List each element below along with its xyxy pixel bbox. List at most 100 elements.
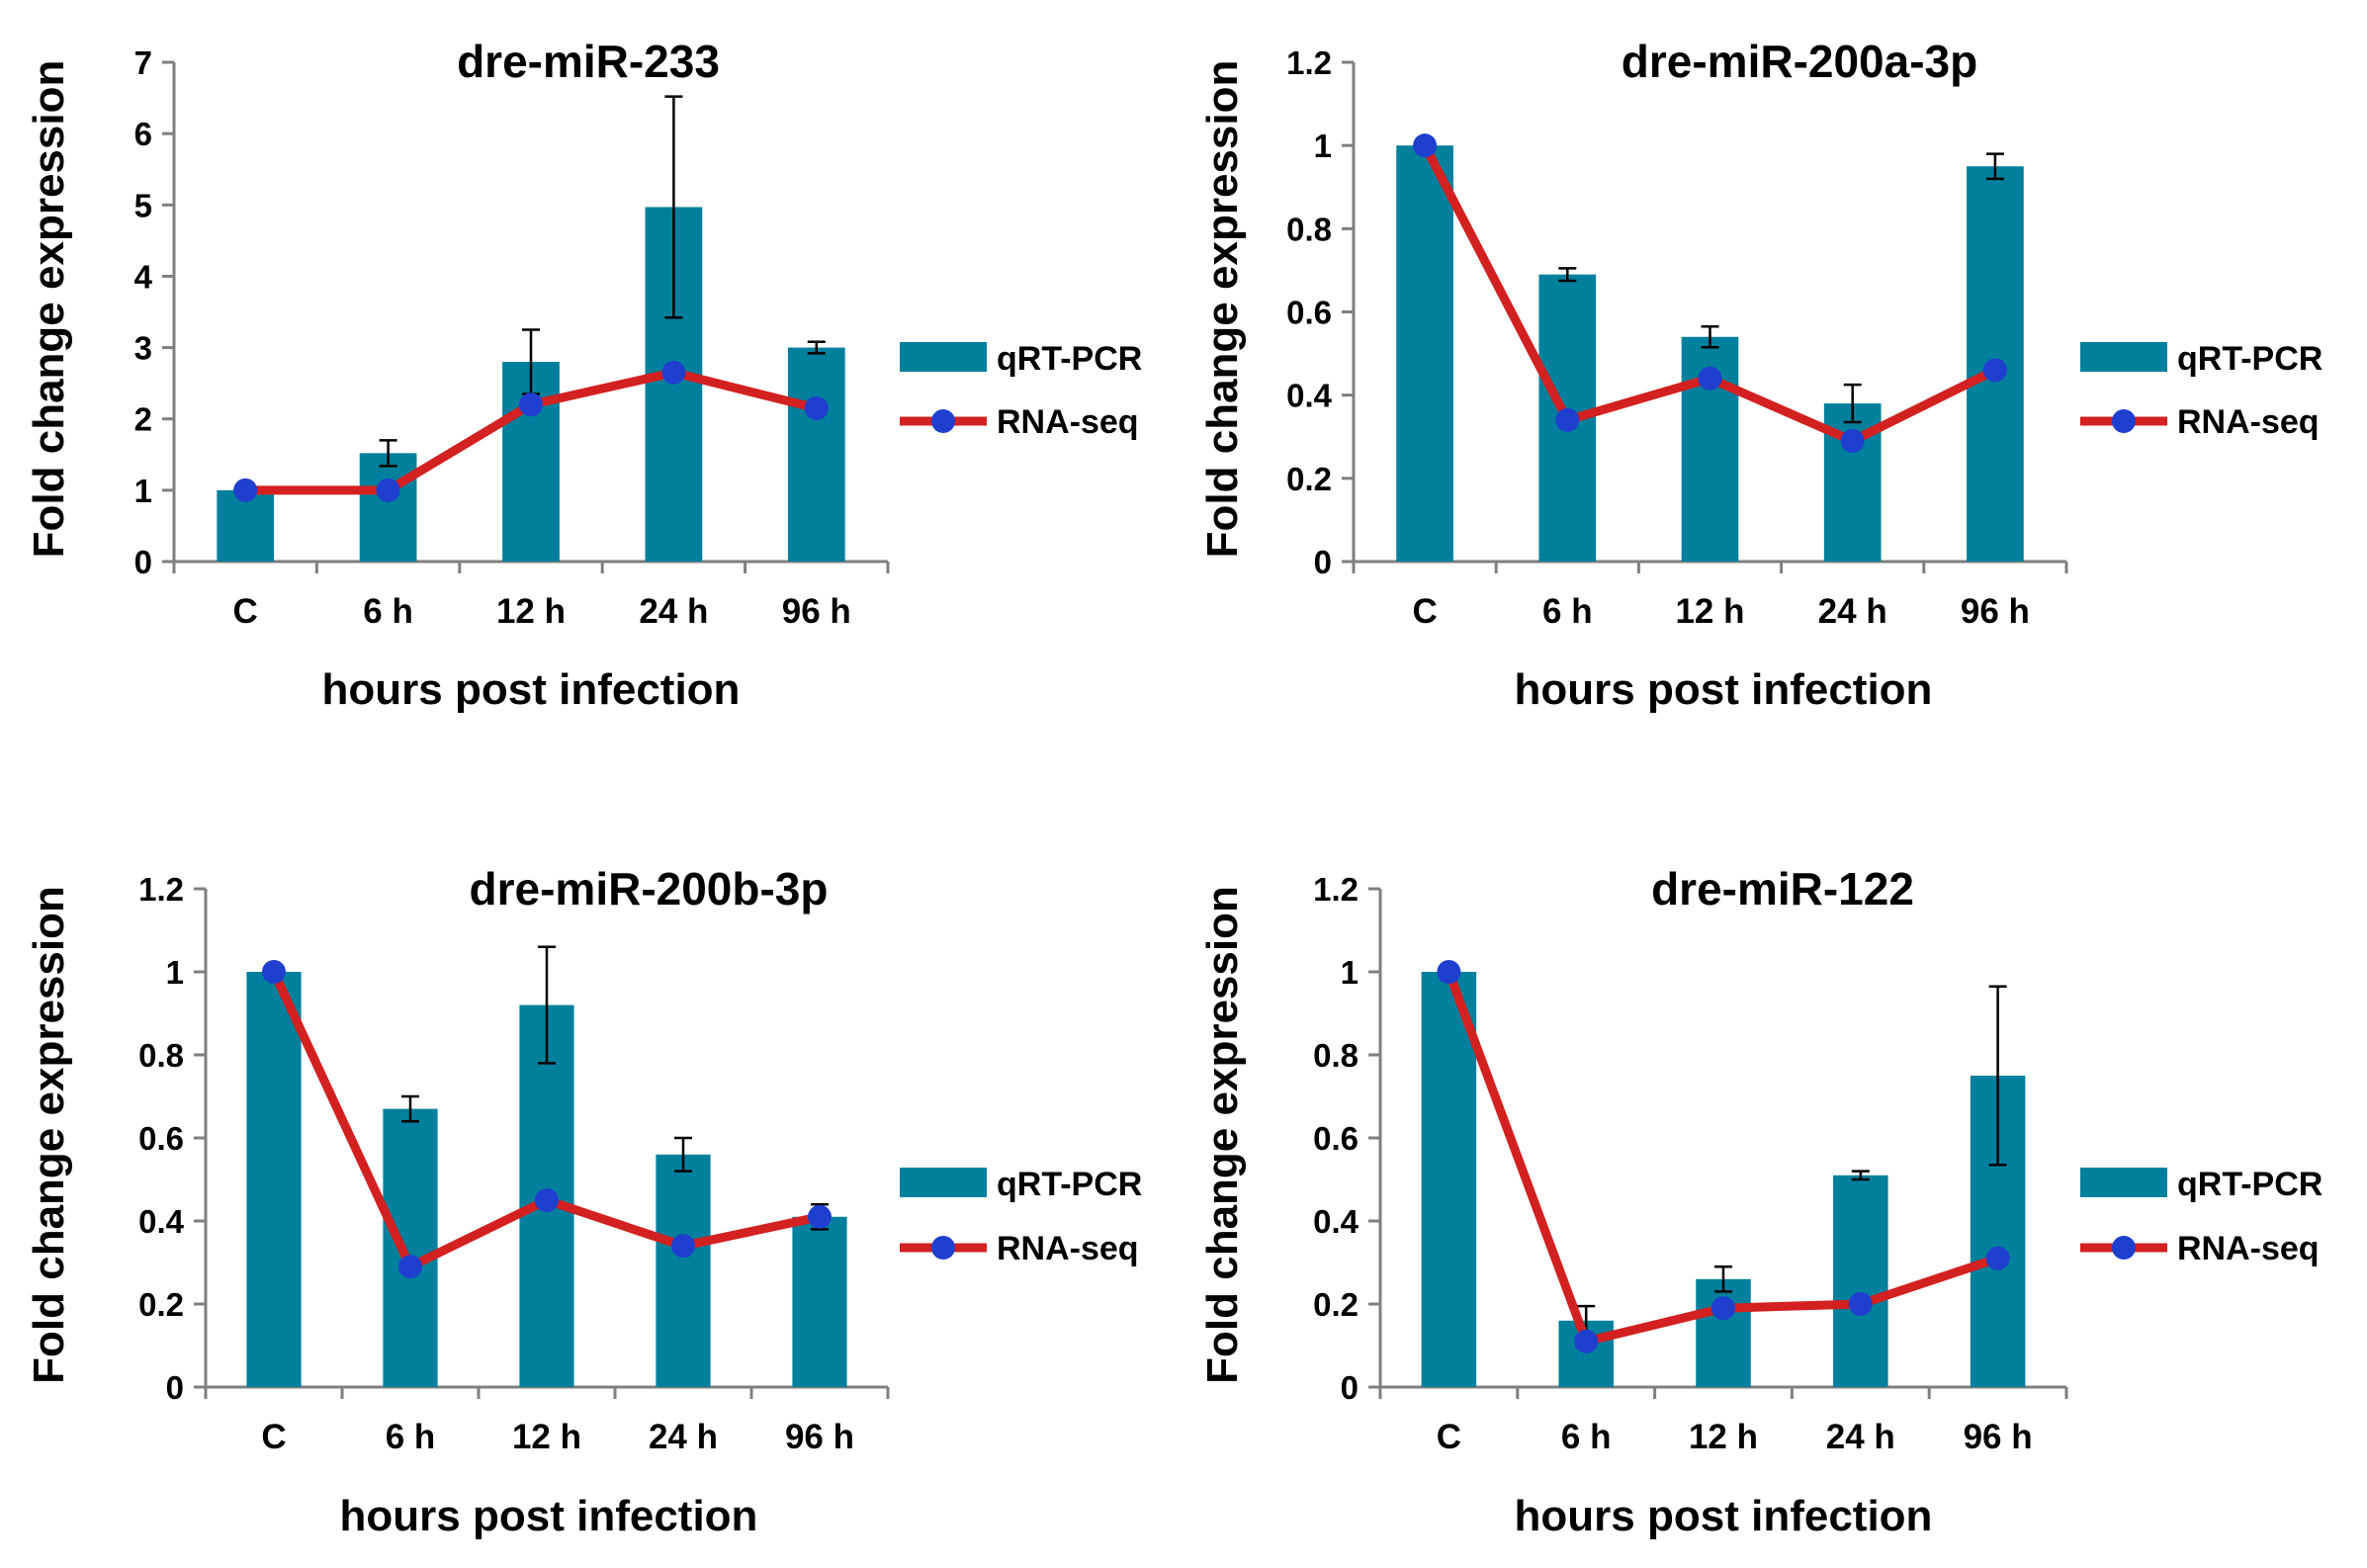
x-category-label: C <box>233 592 258 631</box>
line-point <box>1413 133 1438 158</box>
y-tick-label: 1.2 <box>1313 871 1359 908</box>
x-category-label: 12 h <box>496 592 566 631</box>
x-axis-title: hours post infection <box>1515 665 1933 714</box>
line-point <box>398 1255 422 1279</box>
line-point <box>1555 407 1580 432</box>
y-tick-label: 0.4 <box>1313 1203 1359 1240</box>
y-tick-label: 1.2 <box>1286 44 1332 81</box>
legend-marker <box>2112 409 2136 433</box>
line-point <box>1574 1329 1599 1353</box>
y-tick-label: 5 <box>134 187 152 223</box>
x-category-label: C <box>1412 592 1437 631</box>
line-point <box>1985 1246 2010 1270</box>
legend-marker <box>2112 1236 2136 1260</box>
legend: qRT-PCR RNA-seq <box>900 1166 1142 1267</box>
x-category-label: 96 h <box>1961 592 2030 631</box>
y-tick-label: 0.6 <box>138 1120 184 1157</box>
legend-swatch-bar <box>2080 342 2167 372</box>
y-axis-title: Fold change expression <box>1198 60 1247 559</box>
legend: qRT-PCR RNA-seq <box>2080 340 2323 441</box>
line-point <box>1711 1296 1735 1321</box>
legend-label-qrt-pcr: qRT-PCR <box>997 340 1142 378</box>
y-tick-label: 0.6 <box>1313 1120 1359 1157</box>
line-point <box>661 360 686 385</box>
chart-title: dre-miR-200b-3p <box>470 863 829 915</box>
y-tick-label: 3 <box>134 330 152 367</box>
x-category-label: 6 h <box>1561 1418 1612 1456</box>
x-category-label: 6 h <box>386 1418 436 1456</box>
y-tick-label: 0.2 <box>138 1286 184 1323</box>
y-axis-title: Fold change expression <box>1198 886 1247 1384</box>
x-axis-title: hours post infection <box>340 1492 758 1540</box>
bar <box>1833 1175 1888 1387</box>
x-category-label: C <box>261 1418 286 1456</box>
legend-label-qrt-pcr: qRT-PCR <box>2177 1166 2323 1203</box>
x-category-label: 12 h <box>1689 1418 1758 1456</box>
bar <box>383 1108 438 1387</box>
bar <box>359 453 417 562</box>
x-category-label: 24 h <box>1818 592 1887 631</box>
line-point <box>671 1234 695 1259</box>
y-tick-label: 1 <box>134 473 152 509</box>
chart-panel: 0 0.2 0.4 0.6 0.8 1 1.2 C 6 h 12 h 24 h 96 h dre-miR… <box>1198 36 2323 714</box>
y-axis-title: Fold change expression <box>25 60 73 559</box>
line-point <box>519 392 543 417</box>
line-point <box>804 395 829 420</box>
chart-title: dre-miR-200a-3p <box>1622 36 1977 87</box>
y-tick-label: 6 <box>134 116 152 152</box>
legend-label-rna-seq: RNA-seq <box>2177 1230 2320 1267</box>
x-category-label: 24 h <box>1826 1418 1895 1456</box>
line-point <box>1698 366 1722 391</box>
chart-title: dre-miR-233 <box>457 36 720 87</box>
y-tick-label: 0 <box>1341 1369 1359 1406</box>
legend-swatch-bar <box>900 342 987 372</box>
bar <box>1396 145 1453 562</box>
y-tick-label: 0.8 <box>1313 1037 1359 1074</box>
legend-label-rna-seq: RNA-seq <box>997 403 1139 441</box>
y-axis-title: Fold change expression <box>25 886 73 1384</box>
chart-panel: 0 0.2 0.4 0.6 0.8 1 1.2 C 6 h 12 h 24 h 96 h dre-miR… <box>25 863 1142 1540</box>
x-category-label: 96 h <box>782 592 851 631</box>
legend-label-qrt-pcr: qRT-PCR <box>2177 340 2323 378</box>
x-category-label: 6 h <box>1542 592 1593 631</box>
bar <box>1696 1278 1751 1387</box>
line-point <box>376 478 400 502</box>
chart-panel: 0 0.2 0.4 0.6 0.8 1 1.2 C 6 h 12 h 24 h 96 h dre-miR… <box>1198 863 2323 1540</box>
x-category-label: C <box>1437 1418 1461 1456</box>
y-tick-label: 0.8 <box>138 1037 184 1074</box>
legend-marker <box>931 409 955 433</box>
chart-title: dre-miR-122 <box>1651 863 1914 915</box>
y-tick-label: 0.4 <box>1286 378 1333 414</box>
x-axis-title: hours post infection <box>1515 1492 1933 1540</box>
line-point <box>233 478 258 502</box>
line-point <box>535 1188 559 1212</box>
bar <box>792 1216 847 1387</box>
y-tick-label: 1 <box>1314 128 1332 164</box>
legend-label-rna-seq: RNA-seq <box>2177 403 2320 441</box>
y-tick-label: 7 <box>134 44 152 81</box>
line-point <box>1982 358 2007 383</box>
legend-swatch-bar <box>2080 1168 2167 1197</box>
x-category-label: 24 h <box>649 1418 718 1456</box>
legend-label-rna-seq: RNA-seq <box>997 1230 1139 1267</box>
x-category-label: 12 h <box>1675 592 1744 631</box>
x-category-label: 6 h <box>363 592 413 631</box>
x-category-label: 24 h <box>639 592 708 631</box>
y-tick-label: 0 <box>166 1369 184 1406</box>
y-tick-label: 1 <box>1341 954 1359 991</box>
line-point <box>262 960 286 984</box>
y-tick-label: 0.2 <box>1286 461 1332 497</box>
legend-swatch-bar <box>900 1168 987 1197</box>
y-tick-label: 1 <box>166 954 184 991</box>
line-point <box>1840 428 1865 453</box>
legend-label-qrt-pcr: qRT-PCR <box>997 1166 1142 1203</box>
x-category-label: 96 h <box>1964 1418 2033 1456</box>
y-tick-label: 1.2 <box>138 871 184 908</box>
line-point <box>808 1204 832 1229</box>
legend-marker <box>931 1236 955 1260</box>
bar <box>217 489 275 562</box>
x-category-label: 96 h <box>785 1418 854 1456</box>
y-tick-label: 0.4 <box>138 1203 185 1240</box>
y-tick-label: 4 <box>134 258 153 295</box>
